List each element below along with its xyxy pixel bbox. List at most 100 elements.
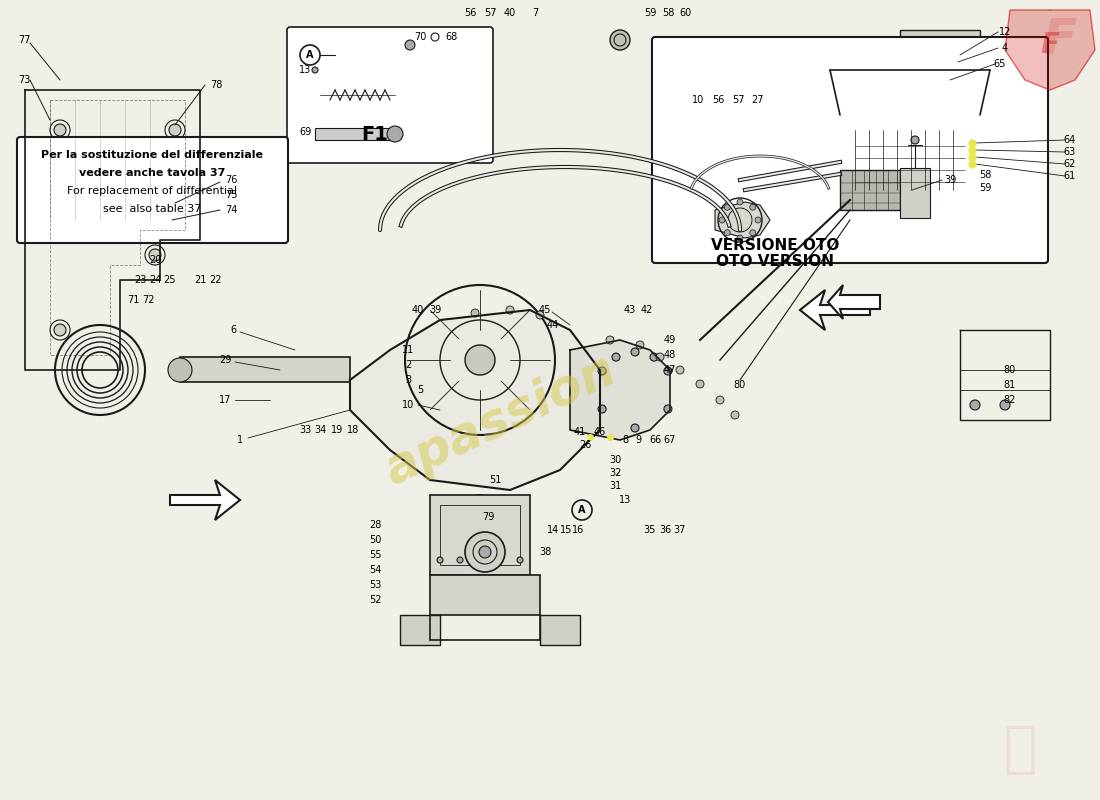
Text: 58: 58 [979, 170, 991, 180]
Text: 38: 38 [539, 547, 551, 557]
Text: 29: 29 [219, 355, 231, 365]
FancyBboxPatch shape [16, 137, 288, 243]
Text: 19: 19 [331, 425, 343, 435]
Bar [900, 168, 930, 218]
Circle shape [471, 309, 478, 317]
Text: Per la sostituzione del differenziale: Per la sostituzione del differenziale [41, 150, 263, 160]
Circle shape [970, 400, 980, 410]
Circle shape [161, 206, 169, 214]
Text: 37: 37 [674, 525, 686, 535]
Circle shape [506, 306, 514, 314]
Circle shape [664, 405, 672, 413]
Text: 36: 36 [659, 525, 671, 535]
Text: 27: 27 [751, 95, 764, 105]
Circle shape [636, 341, 644, 349]
Text: 50: 50 [368, 535, 382, 545]
Text: 8: 8 [621, 435, 628, 445]
Text: 81: 81 [1004, 380, 1016, 390]
Text: see  also table 37: see also table 37 [102, 204, 201, 214]
Text: 26: 26 [579, 440, 591, 450]
Circle shape [755, 217, 761, 223]
Polygon shape [1005, 10, 1094, 90]
Circle shape [598, 367, 606, 375]
Text: 55: 55 [368, 550, 382, 560]
Circle shape [598, 405, 606, 413]
Circle shape [405, 40, 415, 50]
Polygon shape [828, 285, 880, 319]
Bar [900, 30, 980, 80]
Bar [440, 505, 520, 565]
Circle shape [696, 380, 704, 388]
Circle shape [737, 199, 742, 205]
Circle shape [477, 557, 483, 563]
Circle shape [497, 557, 503, 563]
Bar [400, 615, 440, 645]
Circle shape [1000, 400, 1010, 410]
Circle shape [631, 424, 639, 432]
Text: 13: 13 [299, 65, 311, 75]
Text: 22: 22 [209, 275, 221, 285]
Circle shape [750, 230, 756, 236]
Circle shape [631, 348, 639, 356]
Text: 21: 21 [194, 275, 206, 285]
Text: 59: 59 [979, 183, 991, 193]
Text: 4: 4 [1002, 43, 1008, 53]
Text: 52: 52 [368, 595, 382, 605]
Text: 13: 13 [619, 495, 631, 505]
Text: 1: 1 [236, 435, 243, 445]
Polygon shape [800, 290, 870, 330]
Text: 73: 73 [18, 75, 31, 85]
Circle shape [610, 30, 630, 50]
Circle shape [724, 204, 730, 210]
Text: 39: 39 [429, 305, 441, 315]
Text: 15: 15 [560, 525, 572, 535]
Circle shape [664, 367, 672, 375]
Text: F: F [1041, 31, 1059, 59]
Bar [430, 495, 530, 575]
Text: 66: 66 [649, 435, 661, 445]
Text: 78: 78 [210, 80, 222, 90]
Text: 64: 64 [1064, 135, 1076, 145]
Text: A: A [579, 505, 585, 515]
Text: 10: 10 [402, 400, 414, 410]
Text: 57: 57 [732, 95, 745, 105]
Bar [540, 615, 580, 645]
Text: 25: 25 [164, 275, 176, 285]
Circle shape [732, 411, 739, 419]
Text: 14: 14 [547, 525, 559, 535]
Text: 33: 33 [299, 425, 311, 435]
Text: 🐎: 🐎 [1003, 723, 1036, 777]
Text: 60: 60 [680, 8, 692, 18]
Text: 46: 46 [594, 427, 606, 437]
Circle shape [472, 502, 488, 518]
Text: 57: 57 [484, 8, 496, 18]
Circle shape [312, 67, 318, 73]
Bar [855, 130, 965, 190]
Text: 47: 47 [663, 365, 676, 375]
Text: VERSIONE OTO: VERSIONE OTO [711, 238, 839, 253]
Text: 39: 39 [944, 175, 956, 185]
Text: 43: 43 [624, 305, 636, 315]
Text: 56: 56 [464, 8, 476, 18]
Text: 79: 79 [482, 512, 494, 522]
Circle shape [456, 557, 463, 563]
Text: 34: 34 [314, 425, 326, 435]
Text: 40: 40 [411, 305, 425, 315]
Circle shape [737, 235, 742, 241]
Bar [850, 70, 970, 150]
Text: 23: 23 [134, 275, 146, 285]
Circle shape [465, 495, 495, 525]
Text: 80: 80 [734, 380, 746, 390]
Text: 40: 40 [504, 8, 516, 18]
Polygon shape [570, 340, 670, 440]
Text: 10: 10 [692, 95, 704, 105]
Text: 18: 18 [346, 425, 359, 435]
Text: 63: 63 [1064, 147, 1076, 157]
Text: 16: 16 [572, 525, 584, 535]
Bar [430, 575, 540, 615]
Text: For replacement of differential: For replacement of differential [67, 186, 238, 196]
Bar [840, 170, 900, 210]
Text: vedere anche tavola 37: vedere anche tavola 37 [79, 168, 226, 178]
Circle shape [719, 217, 725, 223]
Polygon shape [350, 310, 600, 490]
